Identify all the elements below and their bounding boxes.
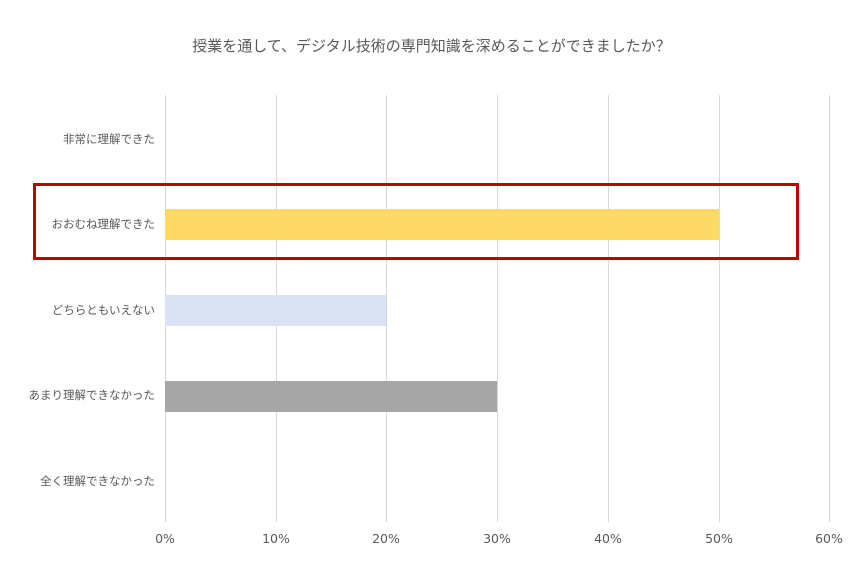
bar-not-much-understood: [165, 381, 497, 412]
highlight-box: [33, 183, 799, 260]
gridline-60: [829, 95, 830, 522]
gridline-30: [497, 95, 498, 522]
bar-neutral: [165, 295, 386, 326]
x-tick-label: 40%: [594, 531, 622, 546]
plot-area: [165, 95, 830, 522]
x-tick-label: 10%: [262, 531, 290, 546]
gridline-40: [608, 95, 609, 522]
category-label: 全く理解できなかった: [40, 474, 155, 488]
x-tick-label: 50%: [705, 531, 733, 546]
x-tick-label: 20%: [372, 531, 400, 546]
category-label: あまり理解できなかった: [28, 388, 156, 402]
bar-mostly-understood: [165, 209, 719, 240]
x-tick-label: 0%: [155, 531, 175, 546]
gridline-50: [719, 95, 720, 522]
x-tick-label: 30%: [483, 531, 511, 546]
category-label: おおむね理解できた: [51, 217, 156, 231]
x-tick-label: 60%: [815, 531, 843, 546]
category-label: どちらともいえない: [51, 303, 155, 317]
category-label: 非常に理解できた: [63, 132, 155, 146]
gridline-20: [386, 95, 387, 522]
chart-title: 授業を通して、デジタル技術の専門知識を深めることができましたか？: [192, 37, 671, 55]
